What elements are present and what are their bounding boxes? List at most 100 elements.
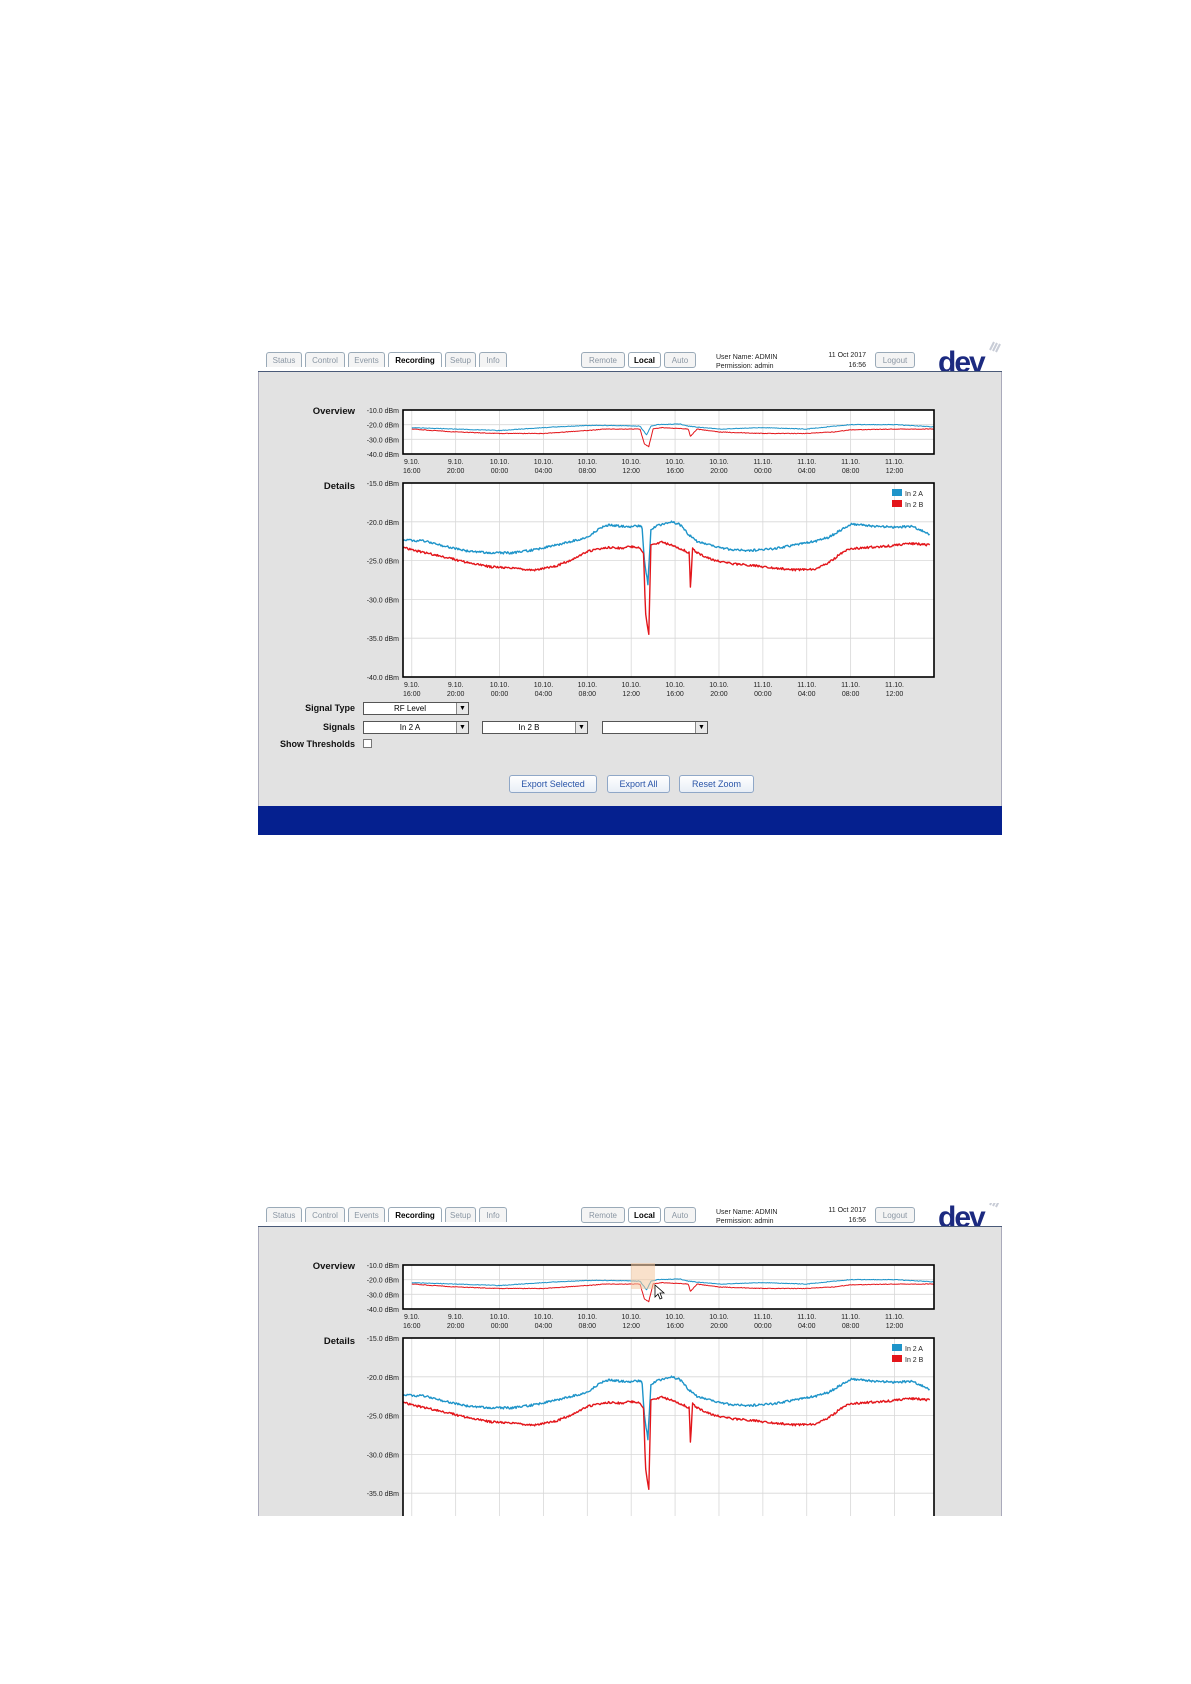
tab-events[interactable]: Events <box>348 1207 385 1222</box>
signal-type-label: Signal Type <box>305 703 355 713</box>
overview-y-tick-label: -40.0 dBm <box>367 1307 399 1314</box>
overview-plot-border <box>402 409 935 455</box>
logo-stripes <box>989 1203 1000 1208</box>
overview-x-tick-label: 11.10. <box>885 459 904 466</box>
recording-screenshot-2: Status Control Events Recording Setup In… <box>258 1203 1002 1516</box>
details-y-tick-label: -25.0 dBm <box>367 559 399 566</box>
mode-local-button[interactable]: Local <box>628 1207 661 1223</box>
overview-x-tick-label: 10.10. <box>709 1314 729 1321</box>
signal-3-select[interactable]: ▼ <box>602 721 708 734</box>
signal-type-select[interactable]: RF Level ▼ <box>363 702 469 715</box>
overview-x-tick-label: 11.10. <box>797 1314 816 1321</box>
button-row: Export Selected Export All Reset Zoom <box>259 775 1003 793</box>
logo-stripes <box>989 341 1001 353</box>
details-x-tick-label: 10.10. <box>709 682 729 689</box>
chevron-down-icon: ▼ <box>456 722 468 733</box>
details-legend-swatch <box>892 489 902 496</box>
overview-label: Overview <box>312 1261 355 1272</box>
chevron-down-icon: ▼ <box>575 722 587 733</box>
details-x-tick-label: 11.10. <box>753 682 772 689</box>
show-thresholds-checkbox[interactable] <box>363 739 372 748</box>
overview-x-tick-label: 08:00 <box>842 468 860 475</box>
signal-1-value: In 2 A <box>399 723 421 732</box>
details-series-in2a <box>402 1375 931 1441</box>
overview-chart[interactable]: 9.10. 16:00 9.10. 20:00 10.10. 00:00 10.10. 04:… <box>367 408 935 475</box>
details-x-tick-label: 10.10. <box>621 682 641 689</box>
details-x-tick-label: 9.10. <box>448 682 464 689</box>
tab-control[interactable]: Control <box>305 352 345 367</box>
zoom-selection-highlight[interactable] <box>631 1263 655 1289</box>
time-text: 16:56 <box>848 362 866 369</box>
overview-x-tick-label: 12:00 <box>886 1323 904 1330</box>
overview-x-tick-label: 11.10. <box>753 1314 772 1321</box>
mouse-cursor-icon <box>654 1284 666 1300</box>
signals-label: Signals <box>322 722 355 732</box>
details-chart[interactable]: 9.10.16:009.10.20:0010.10.00:0010.10.04:… <box>367 1336 935 1516</box>
overview-x-tick-label: 10.10. <box>534 1314 554 1321</box>
details-x-tick-label: 10.10. <box>534 682 554 689</box>
tab-control[interactable]: Control <box>305 1207 345 1222</box>
details-x-tick-label: 16:00 <box>666 691 684 698</box>
overview-y-tick-label: -20.0 dBm <box>367 1278 399 1285</box>
export-all-button[interactable]: Export All <box>607 775 670 793</box>
overview-x-tick-label: 20:00 <box>447 468 465 475</box>
tab-status[interactable]: Status <box>266 352 302 367</box>
overview-x-tick-label: 9.10. <box>448 459 464 466</box>
details-y-tick-label: -35.0 dBm <box>367 1491 399 1498</box>
recording-panel: Overview Details 9.10. 16:00 9.10. 20:00 10.… <box>258 1227 1002 1516</box>
overview-x-tick-label: 11.10. <box>841 1314 860 1321</box>
datetime: 11 Oct 2017 16:56 <box>814 1206 866 1226</box>
date-text: 11 Oct 2017 <box>828 352 866 359</box>
tab-setup[interactable]: Setup <box>445 1207 476 1222</box>
details-series-in2a <box>402 520 931 586</box>
overview-y-tick-label: -40.0 dBm <box>367 452 399 459</box>
details-chart[interactable]: 9.10.16:009.10.20:0010.10.00:0010.10.04:… <box>367 481 935 698</box>
tab-events[interactable]: Events <box>348 352 385 367</box>
overview-x-tick-label: 10.10. <box>709 459 729 466</box>
overview-series-in2b <box>411 1281 935 1303</box>
tab-recording[interactable]: Recording <box>388 1207 442 1222</box>
details-legend-label: In 2 A <box>905 1346 923 1353</box>
overview-x-tick-label: 04:00 <box>798 1323 816 1330</box>
details-x-tick-label: 20:00 <box>447 691 465 698</box>
user-name: User Name: ADMIN <box>716 354 778 361</box>
overview-x-tick-label: 10.10. <box>578 459 598 466</box>
signal-2-select[interactable]: In 2 B ▼ <box>482 721 588 734</box>
show-thresholds-label: Show Thresholds <box>279 739 355 749</box>
overview-label: Overview <box>312 406 355 417</box>
tab-info[interactable]: Info <box>479 352 507 367</box>
overview-x-tick-label: 00:00 <box>754 468 772 475</box>
recording-panel: Overview Details 9.10. 16:00 9.10. 20:00 10.… <box>258 372 1002 806</box>
mode-remote-button[interactable]: Remote <box>581 1207 625 1223</box>
overview-series-in2b <box>411 426 935 448</box>
overview-x-tick-label: 11.10. <box>885 1314 904 1321</box>
reset-zoom-button[interactable]: Reset Zoom <box>679 775 754 793</box>
mode-auto-button[interactable]: Auto <box>664 352 696 368</box>
chevron-down-icon: ▼ <box>456 703 468 714</box>
tab-status[interactable]: Status <box>266 1207 302 1222</box>
mode-remote-button[interactable]: Remote <box>581 352 625 368</box>
details-legend-swatch <box>892 1355 902 1362</box>
signal-1-select[interactable]: In 2 A ▼ <box>363 721 469 734</box>
logout-button[interactable]: Logout <box>875 352 915 368</box>
mode-auto-button[interactable]: Auto <box>664 1207 696 1223</box>
tab-setup[interactable]: Setup <box>445 352 476 367</box>
mode-local-button[interactable]: Local <box>628 352 661 368</box>
overview-x-tick-label: 16:00 <box>666 1323 684 1330</box>
overview-x-tick-label: 12:00 <box>622 468 640 475</box>
footer-bar <box>258 806 1002 835</box>
logout-button[interactable]: Logout <box>875 1207 915 1223</box>
tab-recording[interactable]: Recording <box>388 352 442 367</box>
details-plot-background <box>403 1338 934 1516</box>
time-text: 16:56 <box>848 1217 866 1224</box>
overview-x-tick-label: 04:00 <box>535 1323 553 1330</box>
export-selected-button[interactable]: Export Selected <box>509 775 597 793</box>
details-x-tick-label: 11.10. <box>797 682 816 689</box>
overview-chart[interactable]: 9.10. 16:00 9.10. 20:00 10.10. 00:00 10.10. 04:… <box>367 1263 935 1330</box>
tab-info[interactable]: Info <box>479 1207 507 1222</box>
overview-x-tick-label: 10.10. <box>621 459 641 466</box>
user-info: User Name: ADMIN Permission: admin <box>716 353 777 371</box>
overview-x-tick-label: 11.10. <box>841 459 860 466</box>
details-x-tick-label: 04:00 <box>798 691 816 698</box>
details-y-tick-label: -30.0 dBm <box>367 597 399 604</box>
